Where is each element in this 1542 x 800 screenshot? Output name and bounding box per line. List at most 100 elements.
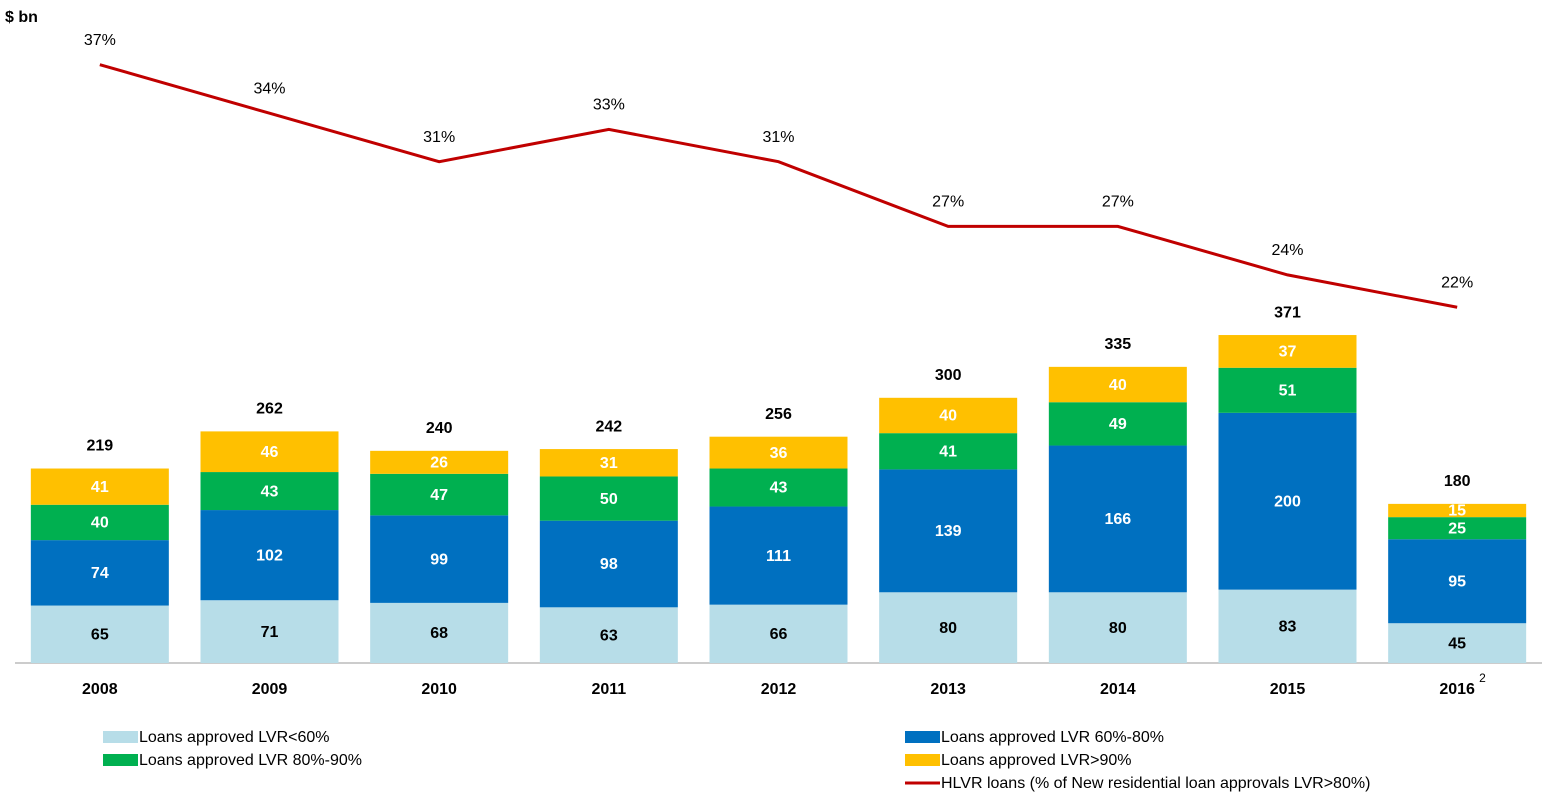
bar-segment <box>539 607 678 663</box>
legend-label: Loans approved LVR 80%-90% <box>139 752 362 769</box>
x-tick-label: 2008 <box>82 681 118 698</box>
bar-segment <box>539 520 678 608</box>
data-label: 37 <box>1279 344 1297 361</box>
data-label: 166 <box>1104 511 1131 528</box>
bar-segment <box>1048 445 1187 593</box>
bar-segment <box>879 592 1018 663</box>
total-label: 300 <box>935 367 962 384</box>
data-label: 80 <box>1109 620 1127 637</box>
bar-segment <box>539 476 678 521</box>
bar-segment <box>879 397 1018 434</box>
data-label: 139 <box>935 523 962 540</box>
legend-swatch <box>103 754 138 766</box>
bar-segment <box>370 515 509 603</box>
data-label: 51 <box>1279 383 1297 400</box>
data-label: 41 <box>939 444 957 461</box>
bar-segment <box>30 468 169 505</box>
bar-segment <box>30 605 169 663</box>
data-label: 45 <box>1448 635 1466 652</box>
chart-title: $ bn <box>5 9 38 26</box>
x-tick-label: 2012 <box>761 681 797 698</box>
line-label: 31% <box>423 129 455 146</box>
bar-segment <box>200 510 339 601</box>
data-label: 43 <box>261 483 279 500</box>
total-label: 180 <box>1444 473 1471 490</box>
x-tick-label: 2009 <box>252 681 288 698</box>
bar-segment <box>1388 503 1527 518</box>
line-label: 22% <box>1441 274 1473 291</box>
line-label: 24% <box>1271 242 1303 259</box>
legend-label: HLVR loans (% of New residential loan ap… <box>941 775 1370 792</box>
x-tick-label: 2013 <box>930 681 966 698</box>
data-label: 111 <box>766 548 791 565</box>
bar-segment <box>1388 539 1527 624</box>
bar-segment <box>200 472 339 511</box>
data-label: 68 <box>430 625 448 642</box>
data-label: 99 <box>430 551 448 568</box>
legend-swatch <box>103 731 138 743</box>
data-label: 95 <box>1448 573 1466 590</box>
bar-segment <box>370 450 509 474</box>
total-label: 219 <box>86 438 113 455</box>
data-label: 47 <box>430 487 448 504</box>
legend-swatch <box>905 731 940 743</box>
bar-segment <box>1048 592 1187 663</box>
data-label: 43 <box>770 480 788 497</box>
legend-label: Loans approved LVR 60%-80% <box>941 729 1164 746</box>
data-label: 66 <box>770 626 788 643</box>
bar-segment <box>539 449 678 477</box>
data-label: 40 <box>91 515 109 532</box>
legend-label: Loans approved LVR>90% <box>941 752 1132 769</box>
data-label: 40 <box>1109 377 1127 394</box>
x-tick-label: 2016 <box>1439 681 1475 698</box>
bar-segment <box>709 506 848 605</box>
line-label: 27% <box>1102 194 1134 211</box>
line-label: 27% <box>932 194 964 211</box>
data-label: 98 <box>600 556 618 573</box>
x-tick-label: 2011 <box>591 681 626 698</box>
total-label: 262 <box>256 401 283 418</box>
data-label: 15 <box>1448 503 1466 520</box>
data-label: 200 <box>1274 493 1301 510</box>
x-tick-label: 2014 <box>1100 681 1136 698</box>
bar-segment <box>1218 335 1357 368</box>
bar-segment <box>1048 366 1187 403</box>
bar-segment <box>200 431 339 473</box>
line-label: 34% <box>253 80 285 97</box>
line-label: 31% <box>762 129 794 146</box>
x-tick-label: 2010 <box>421 681 457 698</box>
line-label: 33% <box>593 97 625 114</box>
total-label: 242 <box>595 418 622 435</box>
bar-segment <box>879 433 1018 470</box>
data-label: 49 <box>1109 416 1127 433</box>
bar-segment <box>879 469 1018 593</box>
data-label: 71 <box>261 624 279 641</box>
data-label: 50 <box>600 491 618 508</box>
bar-segment <box>1388 623 1527 663</box>
data-label: 74 <box>91 565 109 582</box>
bar-segment <box>200 600 339 663</box>
bar-segment <box>1218 412 1357 590</box>
x-tick-label: 2015 <box>1270 681 1306 698</box>
bar-segment <box>1388 517 1527 540</box>
data-label: 31 <box>600 455 618 472</box>
bar-segment <box>1218 589 1357 663</box>
bar-segment <box>1218 367 1357 413</box>
data-label: 65 <box>91 626 109 643</box>
bar-segment <box>709 468 848 507</box>
line <box>99 63 1458 309</box>
total-label: 335 <box>1104 336 1131 353</box>
data-label: 26 <box>430 455 448 472</box>
bar-segment <box>370 602 509 663</box>
data-label: 41 <box>91 479 109 496</box>
data-label: 83 <box>1279 619 1297 636</box>
bar-segment <box>30 504 169 541</box>
bar-segment <box>1048 402 1187 446</box>
total-label: 371 <box>1274 304 1301 321</box>
data-label: 46 <box>261 444 279 461</box>
bar-segment <box>709 604 848 663</box>
total-label: 240 <box>426 420 453 437</box>
data-label: 80 <box>939 620 957 637</box>
line-label: 37% <box>84 32 116 49</box>
legend-swatch <box>905 754 940 766</box>
